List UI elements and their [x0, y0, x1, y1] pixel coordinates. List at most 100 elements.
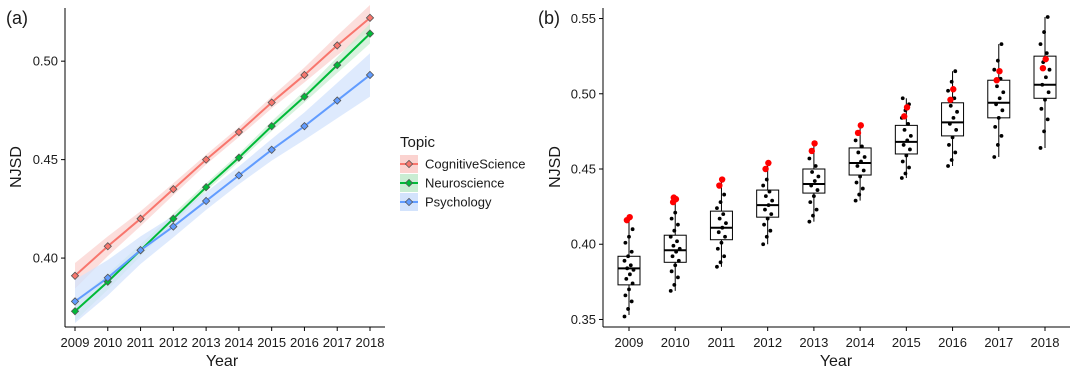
x-tick-label: 2011: [127, 335, 155, 350]
data-point: [1045, 15, 1050, 19]
data-point-neuroscience: [169, 214, 178, 223]
data-point: [676, 222, 680, 227]
data-point: [669, 216, 674, 221]
x-tick-label: 2012: [159, 335, 188, 350]
x-tick-label: 2010: [93, 335, 122, 350]
data-point: [995, 143, 1000, 147]
data-point: [767, 189, 772, 194]
data-point: [668, 234, 673, 239]
data-point-neuroscience: [70, 307, 80, 316]
panel-b-x-ticks: 2009 2010 2011 2012 2013 2014 2015 2016 2017 2018: [615, 327, 1059, 350]
data-point-neuroscience: [267, 121, 276, 131]
box-iqr: [709, 210, 733, 241]
box-2016: [941, 69, 965, 168]
data-point: [814, 207, 819, 212]
panel-a-data-points: [70, 13, 375, 316]
data-point: [993, 124, 998, 129]
data-point: [718, 260, 723, 265]
data-point-psychology: [267, 145, 276, 154]
data-point: [811, 213, 815, 218]
data-point: [715, 206, 719, 211]
data-point: [628, 272, 632, 277]
data-point: [860, 186, 865, 191]
highlighted-point: [1042, 55, 1049, 63]
data-point: [901, 143, 906, 147]
data-point: [672, 282, 677, 287]
data-point: [720, 225, 725, 230]
panel-b-tag: (b): [538, 8, 560, 28]
x-tick-label: 2012: [753, 335, 782, 350]
y-tick-label: 0.40: [33, 251, 58, 266]
trend-line-neuroscience: [74, 32, 371, 312]
panel-a-y-axis-title: NJSD: [8, 146, 25, 188]
data-point: [722, 192, 727, 197]
data-point: [946, 88, 950, 93]
highlighted-point: [996, 67, 1003, 75]
legend-key-marker: [404, 197, 414, 207]
data-point: [908, 134, 913, 138]
highlighted-point: [808, 147, 815, 155]
highlighted-point: [901, 113, 908, 120]
trend-line-psychology: [74, 74, 371, 303]
panel-a-line-chart: 0.400.450.50 2009 2010 2011 2012 2013 2014 201…: [8, 5, 525, 370]
data-point: [1038, 146, 1043, 150]
data-point: [763, 207, 767, 212]
highlighted-point: [1039, 64, 1047, 72]
data-point: [859, 159, 863, 164]
data-point: [761, 242, 766, 247]
data-point-psychology: [103, 273, 112, 282]
panel-a-tag: (a): [6, 8, 28, 28]
data-point: [715, 246, 720, 251]
data-point: [769, 212, 774, 217]
data-point: [672, 228, 677, 233]
data-point: [674, 249, 679, 254]
data-point: [996, 115, 1001, 120]
data-point: [809, 183, 814, 188]
panel-b-y-axis-title: NJSD: [547, 146, 564, 188]
data-point-neuroscience: [333, 60, 342, 70]
data-point-neuroscience: [234, 153, 244, 162]
data-point: [1044, 75, 1048, 80]
panel-a-x-axis-title: Year: [206, 353, 239, 370]
legend-key-marker: [404, 159, 414, 169]
x-tick-label: 2014: [846, 335, 875, 350]
box-iqr: [663, 234, 687, 263]
data-point: [903, 171, 908, 176]
data-point: [623, 240, 628, 245]
data-point-psychology: [333, 96, 342, 105]
data-point: [627, 234, 631, 239]
highlighted-point: [950, 86, 957, 93]
data-point: [622, 258, 627, 263]
x-tick-label: 2016: [938, 335, 967, 350]
data-point-psychology: [365, 70, 375, 80]
highlighted-point: [903, 104, 911, 111]
box-2009: [617, 213, 641, 319]
data-point: [1042, 30, 1046, 34]
data-point: [905, 138, 910, 143]
data-point: [715, 264, 719, 269]
y-tick-label: 0.35: [571, 312, 596, 327]
data-point-cognitivescience: [169, 184, 178, 194]
data-point: [765, 216, 770, 221]
data-point: [949, 79, 954, 84]
data-point: [768, 228, 773, 233]
x-tick-label: 2011: [707, 335, 735, 350]
data-point: [626, 307, 630, 311]
data-point: [1040, 82, 1045, 87]
highlighted-point: [670, 194, 678, 201]
x-tick-label: 2017: [323, 335, 352, 350]
data-point-cognitivescience: [136, 214, 145, 223]
data-point: [677, 246, 682, 251]
x-tick-label: 2013: [799, 335, 828, 350]
legend-label-cognitivescience: CognitiveScience: [425, 157, 525, 172]
data-point: [855, 164, 860, 168]
data-point: [717, 216, 722, 221]
data-point: [673, 263, 678, 268]
data-point: [854, 180, 859, 185]
data-point-cognitivescience: [267, 98, 276, 107]
box-2017: [987, 42, 1011, 159]
data-point: [947, 121, 952, 126]
data-point: [899, 176, 904, 180]
data-point: [762, 222, 766, 227]
data-point-cognitivescience: [365, 13, 375, 23]
